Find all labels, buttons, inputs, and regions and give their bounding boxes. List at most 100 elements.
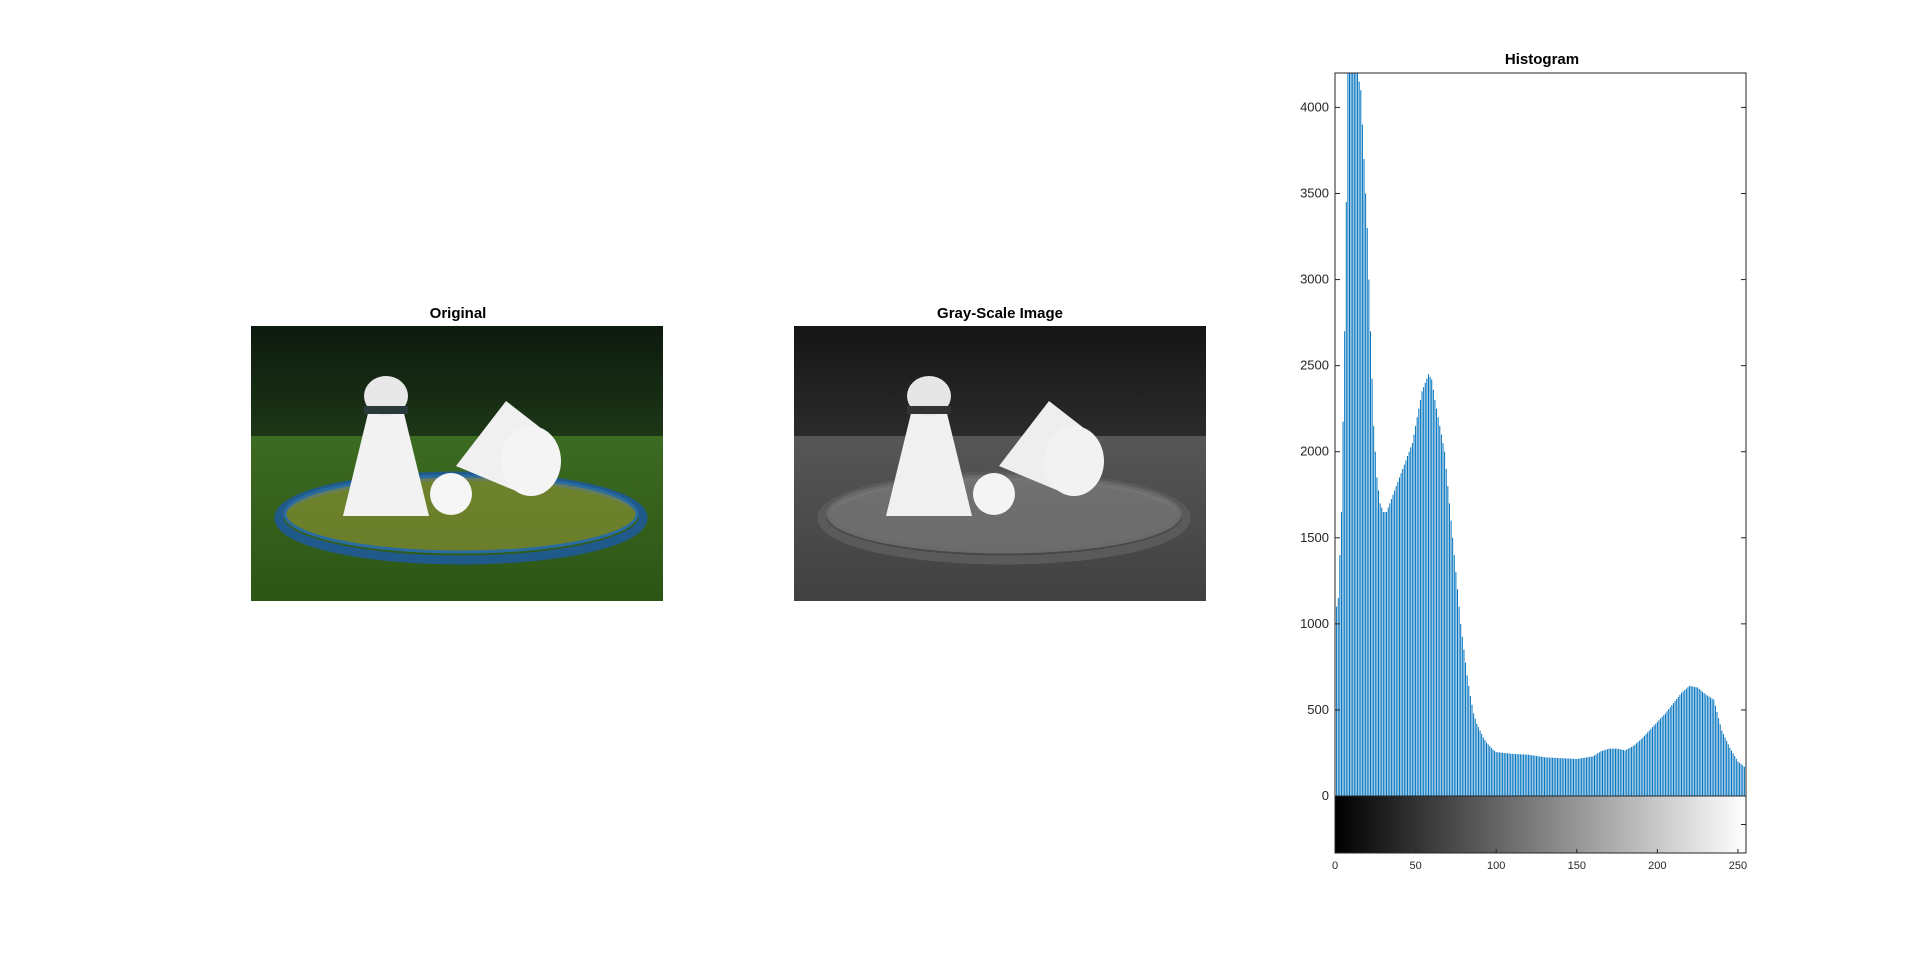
histogram-bar bbox=[1682, 691, 1684, 796]
histogram-bar bbox=[1674, 700, 1676, 796]
histogram-bar bbox=[1661, 716, 1663, 796]
histogram-bar bbox=[1498, 752, 1500, 796]
histogram-bar bbox=[1726, 740, 1728, 796]
x-axis-ticks: 0 50 100 150 200 250 bbox=[1332, 824, 1747, 872]
histogram-bar bbox=[1374, 451, 1376, 796]
histogram-bar bbox=[1621, 749, 1623, 796]
histogram-bar bbox=[1652, 727, 1654, 796]
histogram-bar bbox=[1345, 202, 1347, 797]
histogram-bar bbox=[1624, 750, 1626, 796]
histogram-bar bbox=[1598, 752, 1600, 796]
histogram-bar bbox=[1631, 746, 1633, 796]
histogram-bar bbox=[1569, 758, 1571, 796]
histogram-bar bbox=[1340, 511, 1342, 796]
x-tick-label: 150 bbox=[1568, 860, 1586, 872]
histogram-bar bbox=[1349, 73, 1351, 796]
histogram-bar bbox=[1606, 749, 1608, 796]
histogram-bar bbox=[1506, 753, 1508, 796]
y-tick-label: 1500 bbox=[1300, 530, 1329, 545]
histogram-bar bbox=[1648, 730, 1650, 796]
histogram-bar bbox=[1611, 748, 1613, 796]
histogram-bar bbox=[1589, 756, 1591, 796]
histogram-bar bbox=[1616, 748, 1618, 796]
histogram-bar bbox=[1706, 695, 1708, 796]
histogram-bar bbox=[1379, 503, 1381, 796]
histogram-bar bbox=[1576, 758, 1578, 796]
histogram-bar bbox=[1608, 748, 1610, 796]
histogram-bar bbox=[1535, 755, 1537, 796]
histogram-bar bbox=[1590, 756, 1592, 796]
histogram-bar bbox=[1698, 688, 1700, 796]
histogram-bar bbox=[1410, 447, 1412, 796]
histogram-bar bbox=[1476, 723, 1478, 796]
histogram-bar bbox=[1481, 734, 1483, 796]
histogram-bar bbox=[1365, 193, 1367, 796]
histogram-bar bbox=[1547, 757, 1549, 796]
histogram-bar bbox=[1453, 555, 1455, 796]
histogram-bar bbox=[1697, 687, 1699, 796]
histogram-bar bbox=[1336, 606, 1338, 796]
y-tick-label: 500 bbox=[1307, 702, 1329, 717]
histogram-bar bbox=[1392, 494, 1394, 796]
histogram-bar bbox=[1342, 421, 1344, 796]
histogram-bar bbox=[1439, 425, 1441, 796]
histogram-bar bbox=[1444, 451, 1446, 796]
gray-image bbox=[794, 326, 1206, 601]
histogram-bar bbox=[1677, 696, 1679, 796]
histogram-bar bbox=[1360, 90, 1362, 796]
histogram-bar bbox=[1619, 749, 1621, 796]
x-tick-label: 250 bbox=[1729, 860, 1747, 872]
histogram-bar bbox=[1434, 400, 1436, 796]
histogram-bar bbox=[1387, 507, 1389, 796]
histogram-bar bbox=[1577, 758, 1579, 796]
histogram-bar bbox=[1687, 687, 1689, 796]
histogram-bar bbox=[1452, 537, 1454, 796]
histogram-bar bbox=[1490, 747, 1492, 796]
histogram-bar bbox=[1440, 434, 1442, 796]
histogram-bar bbox=[1581, 758, 1583, 796]
histogram-bar bbox=[1436, 408, 1438, 796]
histogram-bar bbox=[1545, 757, 1547, 796]
histogram-bar bbox=[1666, 711, 1668, 796]
histogram-bar bbox=[1487, 744, 1489, 796]
histogram-bar bbox=[1503, 752, 1505, 796]
y-tick-label: 2000 bbox=[1300, 444, 1329, 459]
original-image bbox=[251, 326, 663, 601]
histogram-bar bbox=[1408, 451, 1410, 796]
histogram-bar bbox=[1468, 685, 1470, 796]
histogram-bar bbox=[1566, 758, 1568, 796]
histogram-bar bbox=[1518, 754, 1520, 796]
histogram-bar bbox=[1489, 746, 1491, 796]
histogram-bar bbox=[1568, 758, 1570, 796]
histogram-bar bbox=[1613, 748, 1615, 796]
histogram-bar bbox=[1663, 715, 1665, 796]
gray-title: Gray-Scale Image bbox=[937, 305, 1063, 322]
histogram-bar bbox=[1339, 555, 1341, 796]
histogram-bar bbox=[1655, 723, 1657, 796]
histogram-bar bbox=[1378, 490, 1380, 796]
histogram-bar bbox=[1445, 468, 1447, 796]
histogram-bar bbox=[1355, 73, 1357, 796]
histogram-bar bbox=[1523, 754, 1525, 796]
histogram-bar bbox=[1561, 758, 1563, 796]
histogram-bar bbox=[1671, 705, 1673, 796]
histogram-bar bbox=[1553, 757, 1555, 796]
histogram-bar bbox=[1639, 740, 1641, 796]
histogram-bar bbox=[1529, 754, 1531, 796]
histogram-bar bbox=[1416, 417, 1418, 796]
histogram-bar bbox=[1539, 756, 1541, 796]
histogram-bar bbox=[1653, 725, 1655, 796]
histogram-bar bbox=[1368, 279, 1370, 796]
histogram-bar bbox=[1719, 724, 1721, 796]
histogram-bar bbox=[1734, 756, 1736, 796]
histogram-bar bbox=[1524, 754, 1526, 796]
y-tick-label: 0 bbox=[1322, 788, 1329, 803]
histogram-bar bbox=[1442, 443, 1444, 796]
histogram-bar bbox=[1415, 425, 1417, 796]
histogram-bar bbox=[1432, 389, 1434, 796]
histogram-bar bbox=[1645, 734, 1647, 796]
histogram-bar bbox=[1731, 750, 1732, 796]
histogram-bar bbox=[1618, 749, 1620, 796]
histogram-bar bbox=[1450, 520, 1452, 796]
